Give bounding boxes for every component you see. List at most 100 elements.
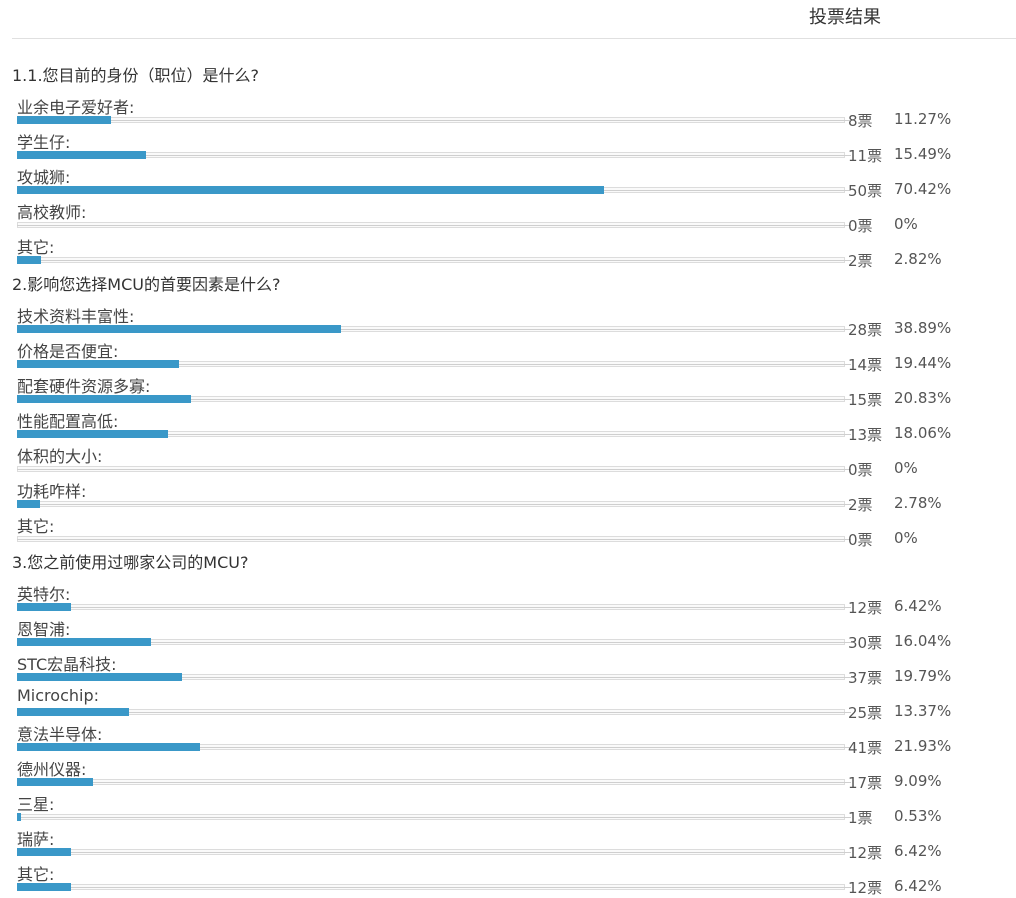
- vote-percent: 20.83%: [894, 389, 952, 407]
- question-title: 3.您之前使用过哪家公司的MCU?: [12, 553, 249, 572]
- vote-count: 17票: [848, 774, 883, 792]
- vote-bar: [17, 116, 111, 124]
- option-label: 技术资料丰富性:: [17, 307, 135, 326]
- bar-track-line: [17, 887, 851, 888]
- bar-track-line: [17, 364, 851, 365]
- vote-percent: 6.42%: [894, 877, 942, 895]
- vote-bar: [17, 186, 604, 194]
- bar-track-line: [17, 155, 851, 156]
- vote-count: 30票: [848, 634, 883, 652]
- vote-count: 2票: [848, 252, 873, 270]
- vote-percent: 0%: [894, 215, 918, 233]
- vote-count: 14票: [848, 356, 883, 374]
- vote-bar: [17, 395, 191, 403]
- vote-bar: [17, 883, 71, 891]
- bar-track-line: [17, 782, 851, 783]
- vote-percent: 21.93%: [894, 737, 952, 755]
- option-label: 体积的大小:: [17, 447, 103, 466]
- bar-track-line: [17, 434, 851, 435]
- option-label: 功耗咋样:: [17, 482, 87, 501]
- vote-bar: [17, 743, 200, 751]
- vote-percent: 0.53%: [894, 807, 942, 825]
- option-label: 攻城狮:: [17, 168, 71, 187]
- vote-bar: [17, 500, 40, 508]
- vote-bar: [17, 813, 21, 821]
- vote-count: 41票: [848, 739, 883, 757]
- question-title: 1.1.您目前的身份（职位）是什么?: [12, 66, 260, 85]
- vote-percent: 13.37%: [894, 702, 952, 720]
- vote-percent: 16.04%: [894, 632, 952, 650]
- vote-percent: 18.06%: [894, 424, 952, 442]
- vote-count: 8票: [848, 112, 873, 130]
- vote-percent: 11.27%: [894, 110, 952, 128]
- bar-track-line: [17, 469, 851, 470]
- bar-track-line: [17, 607, 851, 608]
- vote-bar: [17, 638, 151, 646]
- vote-bar: [17, 673, 182, 681]
- vote-percent: 38.89%: [894, 319, 952, 337]
- vote-count: 1票: [848, 809, 873, 827]
- bar-track-line: [17, 504, 851, 505]
- vote-count: 2票: [848, 496, 873, 514]
- bar-track-line: [17, 677, 851, 678]
- bar-track-line: [17, 642, 851, 643]
- vote-bar: [17, 778, 93, 786]
- bar-track-line: [17, 747, 851, 748]
- vote-bar: [17, 151, 146, 159]
- vote-percent: 6.42%: [894, 597, 942, 615]
- vote-percent: 0%: [894, 529, 918, 547]
- vote-percent: 2.78%: [894, 494, 942, 512]
- vote-percent: 19.79%: [894, 667, 952, 685]
- vote-count: 12票: [848, 879, 883, 897]
- vote-bar: [17, 430, 168, 438]
- option-label: 其它:: [17, 238, 55, 257]
- option-label: 性能配置高低:: [17, 412, 119, 431]
- vote-count: 37票: [848, 669, 883, 687]
- option-label: 学生仔:: [17, 133, 71, 152]
- vote-percent: 70.42%: [894, 180, 952, 198]
- option-label: 其它:: [17, 517, 55, 536]
- vote-percent: 19.44%: [894, 354, 952, 372]
- vote-count: 50票: [848, 182, 883, 200]
- option-label: 三星:: [17, 795, 55, 814]
- bar-track-line: [17, 539, 851, 540]
- option-label: 价格是否便宜:: [17, 342, 119, 361]
- vote-percent: 6.42%: [894, 842, 942, 860]
- bar-track-line: [17, 817, 851, 818]
- header-divider: [12, 38, 1016, 39]
- option-label: 高校教师:: [17, 203, 87, 222]
- vote-count: 0票: [848, 217, 873, 235]
- vote-bar: [17, 848, 71, 856]
- vote-count: 25票: [848, 704, 883, 722]
- bar-track-line: [17, 225, 851, 226]
- bar-track-line: [17, 260, 851, 261]
- option-label: 配套硬件资源多寡:: [17, 377, 151, 396]
- bar-track-line: [17, 120, 851, 121]
- vote-percent: 9.09%: [894, 772, 942, 790]
- option-label: STC宏晶科技:: [17, 655, 117, 674]
- vote-percent: 2.82%: [894, 250, 942, 268]
- option-label: Microchip:: [17, 686, 99, 705]
- option-label: 其它:: [17, 865, 55, 884]
- vote-count: 11票: [848, 147, 883, 165]
- vote-bar: [17, 360, 179, 368]
- bar-track-line: [17, 399, 851, 400]
- bar-track-line: [17, 712, 851, 713]
- option-label: 英特尔:: [17, 585, 71, 604]
- vote-count: 15票: [848, 391, 883, 409]
- vote-count: 0票: [848, 531, 873, 549]
- option-label: 恩智浦:: [17, 620, 71, 639]
- vote-count: 28票: [848, 321, 883, 339]
- vote-bar: [17, 708, 129, 716]
- results-header-title: 投票结果: [809, 7, 881, 28]
- vote-bar: [17, 325, 341, 333]
- vote-count: 12票: [848, 844, 883, 862]
- vote-percent: 15.49%: [894, 145, 952, 163]
- question-title: 2.影响您选择MCU的首要因素是什么?: [12, 275, 281, 294]
- option-label: 意法半导体:: [17, 725, 103, 744]
- vote-bar: [17, 603, 71, 611]
- option-label: 瑞萨:: [17, 830, 55, 849]
- option-label: 业余电子爱好者:: [17, 98, 135, 117]
- option-label: 德州仪器:: [17, 760, 87, 779]
- vote-count: 13票: [848, 426, 883, 444]
